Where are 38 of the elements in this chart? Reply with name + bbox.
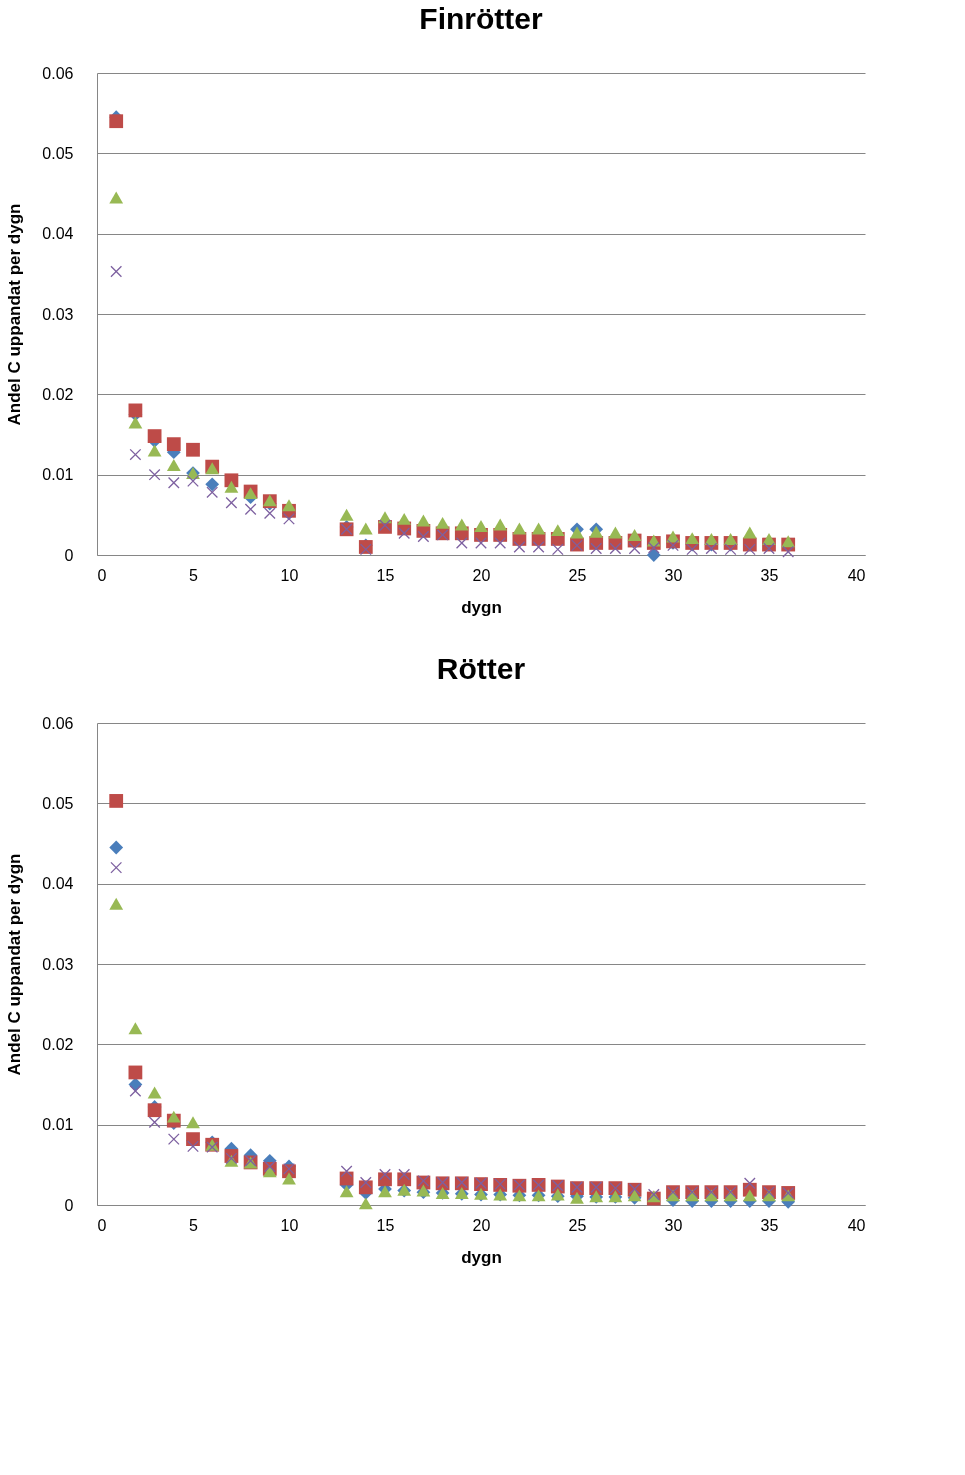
x-axis-title: dygn xyxy=(461,597,502,617)
x-tick-label: 20 xyxy=(472,566,491,584)
chart-title: Finrötter xyxy=(419,2,543,35)
chart-title: Rötter xyxy=(436,652,526,685)
y-tick-label: 0 xyxy=(64,1196,74,1214)
x-tick-label: 15 xyxy=(376,1216,395,1234)
x-tick-label: 0 xyxy=(97,1216,107,1234)
y-tick-label: 0.06 xyxy=(42,714,74,732)
y-tick-label: 0.02 xyxy=(42,1035,74,1053)
y-tick-label: 0.02 xyxy=(42,385,74,403)
y-tick-label: 0.05 xyxy=(42,144,74,162)
y-tick-label: 0.01 xyxy=(42,1116,74,1134)
x-tick-label: 5 xyxy=(189,1216,199,1234)
x-tick-label: 5 xyxy=(189,566,199,584)
x-tick-label: 40 xyxy=(847,566,866,584)
y-tick-label: 0.01 xyxy=(42,466,74,484)
x-tick-label: 0 xyxy=(97,566,107,584)
y-tick-label: 0.04 xyxy=(42,875,74,893)
x-tick-label: 35 xyxy=(760,566,779,584)
x-tick-label: 30 xyxy=(664,566,683,584)
x-tick-label: 40 xyxy=(847,1216,866,1234)
x-tick-label: 15 xyxy=(376,566,395,584)
x-tick-label: 10 xyxy=(280,1216,299,1234)
x-tick-label: 35 xyxy=(760,1216,779,1234)
y-axis-title: Andel C uppandat per dygn xyxy=(5,203,25,426)
x-tick-label: 25 xyxy=(568,566,587,584)
x-tick-label: 25 xyxy=(568,1216,587,1234)
y-axis-title: Andel C uppandat per dygn xyxy=(5,853,25,1076)
x-axis-title: dygn xyxy=(461,1247,502,1267)
y-tick-label: 0.04 xyxy=(42,225,74,243)
y-tick-label: 0.03 xyxy=(42,955,74,973)
x-tick-label: 30 xyxy=(664,1216,683,1234)
y-tick-label: 0.03 xyxy=(42,305,74,323)
y-tick-label: 0 xyxy=(64,546,74,564)
x-tick-label: 10 xyxy=(280,566,299,584)
x-tick-label: 20 xyxy=(472,1216,491,1234)
y-tick-label: 0.06 xyxy=(42,64,74,82)
y-tick-label: 0.05 xyxy=(42,794,74,812)
